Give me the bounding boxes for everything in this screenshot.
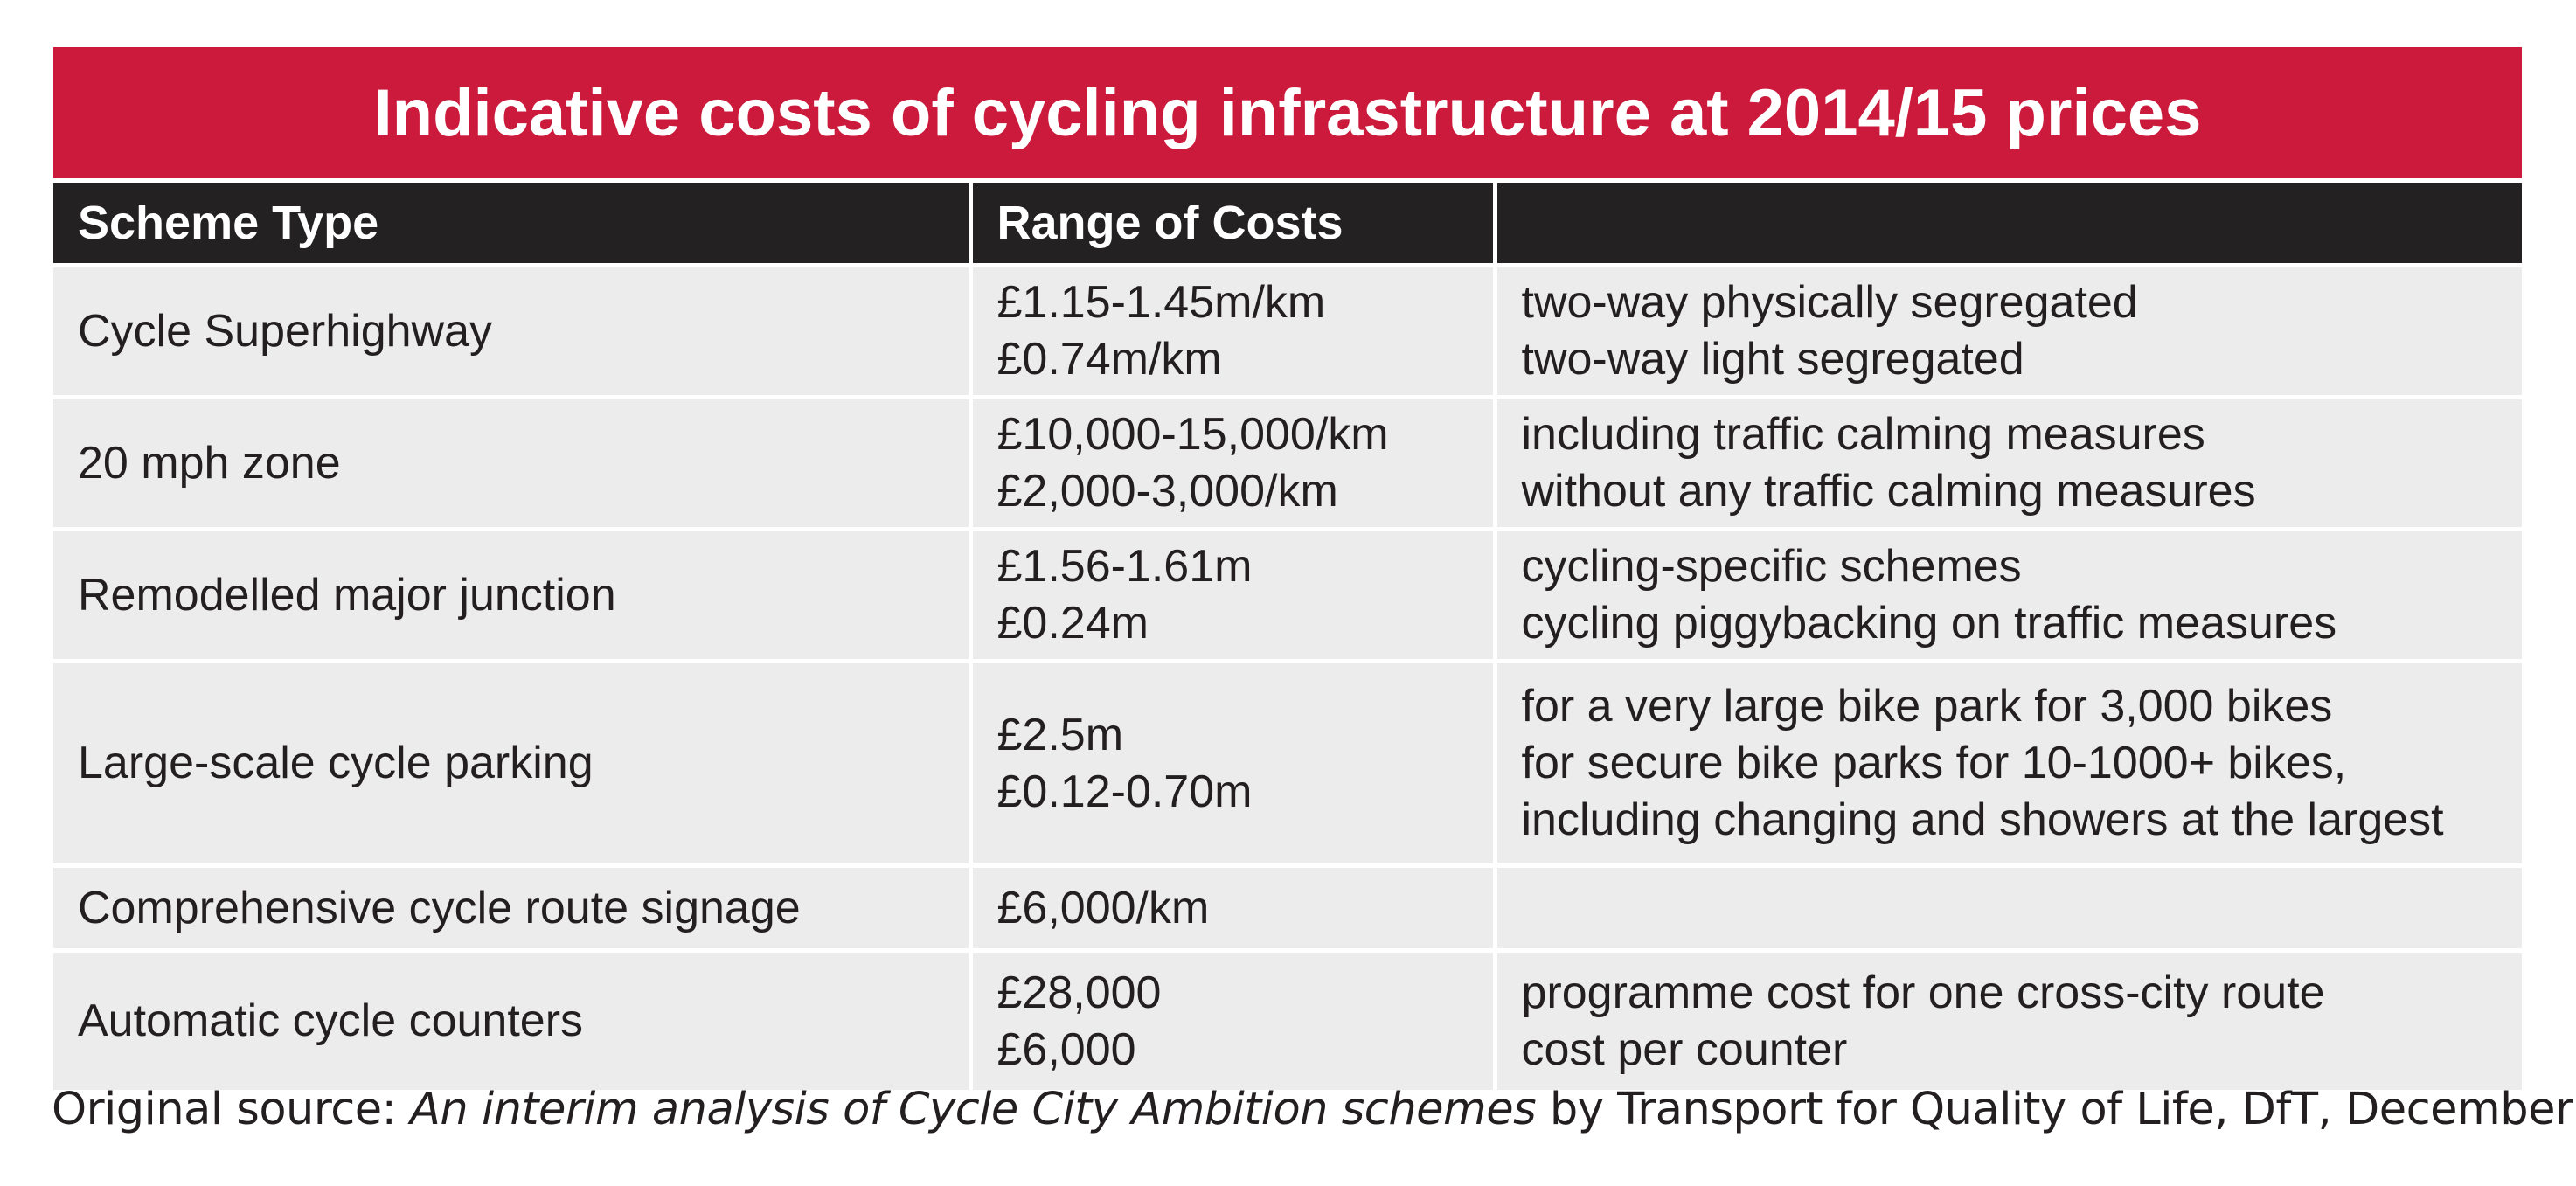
note-cell: including traffic calming measures witho… xyxy=(1492,395,2522,531)
note-cell: two-way physically segregated two-way li… xyxy=(1492,263,2522,399)
cost-line: £0.12-0.70m xyxy=(996,766,1253,817)
table-row: Comprehensive cycle route signage £6,000… xyxy=(53,863,2522,953)
cost-line: £2,000-3,000/km xyxy=(996,466,1338,517)
cost-line: £6,000/km xyxy=(996,882,1210,933)
note-line: cost per counter xyxy=(1521,1023,1848,1075)
header-range-of-costs: Range of Costs xyxy=(968,178,1495,267)
cost-table: Indicative costs of cycling infrastructu… xyxy=(53,47,2522,1094)
note-line: two-way physically segregated xyxy=(1521,277,2138,328)
cost-line: £1.15-1.45m/km xyxy=(996,277,1326,328)
note-line: two-way light segregated xyxy=(1521,334,2024,385)
cost-cell: £6,000/km xyxy=(968,863,1495,953)
source-caption: Original source: An interim analysis of … xyxy=(52,1084,2576,1135)
cost-line: £0.74m/km xyxy=(996,334,1222,385)
cost-cell: £10,000-15,000/km £2,000-3,000/km xyxy=(968,395,1495,531)
cost-cell: £2.5m £0.12-0.70m xyxy=(968,659,1495,868)
note-line: cycling piggybacking on traffic measures xyxy=(1521,598,2337,648)
source-prefix: Original source: xyxy=(52,1084,411,1135)
cost-cell: £28,000 £6,000 xyxy=(968,948,1495,1094)
cost-line: £2.5m xyxy=(996,709,1124,760)
note-cell: cycling-specific schemes cycling piggyba… xyxy=(1492,527,2522,663)
scheme-cell: Cycle Superhighway xyxy=(53,263,970,399)
header-row: Scheme Type Range of Costs xyxy=(53,178,2522,267)
table-row: Remodelled major junction £1.56-1.61m £0… xyxy=(53,527,2522,663)
cost-line: £10,000-15,000/km xyxy=(996,409,1389,460)
scheme-cell: Automatic cycle counters xyxy=(53,948,970,1094)
table-row: Automatic cycle counters £28,000 £6,000 … xyxy=(53,948,2522,1094)
note-line: cycling-specific schemes xyxy=(1521,541,2022,592)
note-cell xyxy=(1492,863,2522,953)
cost-cell: £1.56-1.61m £0.24m xyxy=(968,527,1495,663)
scheme-cell: Comprehensive cycle route signage xyxy=(53,863,970,953)
cost-line: £6,000 xyxy=(996,1023,1136,1075)
cost-line: £1.56-1.61m xyxy=(996,541,1253,592)
note-cell: for a very large bike park for 3,000 bik… xyxy=(1492,659,2522,868)
note-line: for a very large bike park for 3,000 bik… xyxy=(1521,681,2333,732)
note-line: including changing and showers at the la… xyxy=(1521,794,2444,845)
header-notes xyxy=(1492,178,2522,267)
note-line: for secure bike parks for 10-1000+ bikes… xyxy=(1521,738,2347,788)
header-scheme-type: Scheme Type xyxy=(53,178,970,267)
scheme-cell: Remodelled major junction xyxy=(53,527,970,663)
source-title: An interim analysis of Cycle City Ambiti… xyxy=(410,1084,1537,1135)
note-line: including traffic calming measures xyxy=(1521,409,2205,460)
cost-line: £0.24m xyxy=(996,598,1149,648)
note-line: programme cost for one cross-city route xyxy=(1521,967,2325,1018)
note-cell: programme cost for one cross-city route … xyxy=(1492,948,2522,1094)
table-row: Large-scale cycle parking £2.5m £0.12-0.… xyxy=(53,659,2522,868)
cost-cell: £1.15-1.45m/km £0.74m/km xyxy=(968,263,1495,399)
scheme-cell: 20 mph zone xyxy=(53,395,970,531)
cost-line: £28,000 xyxy=(996,967,1162,1018)
table-row: Cycle Superhighway £1.15-1.45m/km £0.74m… xyxy=(53,263,2522,399)
table-title: Indicative costs of cycling infrastructu… xyxy=(53,47,2522,178)
cost-grid: Scheme Type Range of Costs Cycle Superhi… xyxy=(53,178,2522,1094)
source-suffix: by Transport for Quality of Life, DfT, D… xyxy=(1549,1084,2576,1135)
table-row: 20 mph zone £10,000-15,000/km £2,000-3,0… xyxy=(53,395,2522,531)
scheme-cell: Large-scale cycle parking xyxy=(53,659,970,868)
note-line: without any traffic calming measures xyxy=(1521,466,2256,517)
